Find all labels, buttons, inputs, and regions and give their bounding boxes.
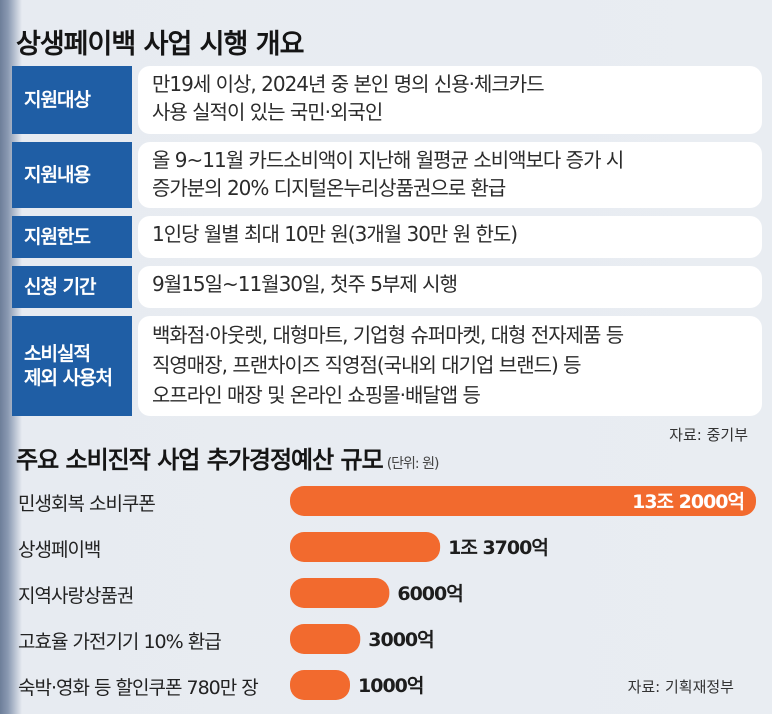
bar-value-label-3: 3000억 <box>368 629 433 651</box>
bar-4 <box>290 670 350 700</box>
row-content-line: 만19세 이상, 2024년 중 본인 명의 신용·체크카드 <box>152 72 545 96</box>
chart-title: 주요 소비진작 사업 추가경정예산 규모 (단위: 원) <box>16 440 440 475</box>
row-content-line: 1인당 월별 최대 10만 원(3개월 30만 원 한도) <box>152 222 518 246</box>
source-top: 자료: 중기부 <box>669 426 748 444</box>
bar-value-label-4: 1000억 <box>358 675 423 697</box>
row-label: 지원대상 <box>12 66 132 134</box>
row-content-line: 증가분의 20% 디지털온누리상품권으로 환급 <box>152 176 506 200</box>
chart-title-text: 주요 소비진작 사업 추가경정예산 규모 <box>16 446 384 474</box>
budget-bar-chart: 13조 2000억 1조 3700억 6000억 3000억 1000억 <box>290 486 756 700</box>
bar-1 <box>290 532 441 562</box>
row-content-line: 올 9~11월 카드소비액이 지난해 월평균 소비액보다 증가 시 <box>152 148 624 172</box>
row-content: 백화점·아웃렛, 대형마트, 기업형 슈퍼마켓, 대형 전자제품 등 직영매장,… <box>138 316 762 416</box>
bar-value-label-2: 6000억 <box>397 583 462 605</box>
overview-row-target: 지원대상 만19세 이상, 2024년 중 본인 명의 신용·체크카드 사용 실… <box>12 66 762 134</box>
row-content-line: 사용 실적이 있는 국민·외국인 <box>152 100 383 124</box>
bar-2 <box>290 578 390 608</box>
page-title: 상생페이백 사업 시행 개요 <box>16 29 304 60</box>
row-content-line: 직영매장, 프랜차이즈 직영점(국내외 대기업 브랜드) 등 <box>152 353 582 377</box>
category-label-4: 숙박·영화 등 할인쿠폰 780만 장 <box>18 677 259 699</box>
row-label: 소비실적 제외 사용처 <box>12 316 132 416</box>
bar-value-label-1: 1조 3700억 <box>448 537 548 559</box>
row-content: 1인당 월별 최대 10만 원(3개월 30만 원 한도) <box>138 216 762 258</box>
overview-row-excluded: 소비실적 제외 사용처 백화점·아웃렛, 대형마트, 기업형 슈퍼마켓, 대형 … <box>12 316 762 416</box>
category-label-3: 고효율 가전기기 10% 환급 <box>18 631 222 653</box>
row-label-line: 제외 사용처 <box>24 367 113 389</box>
row-content-line: 오프라인 매장 및 온라인 쇼핑몰·배달앱 등 <box>152 383 481 407</box>
overview-row-limit: 지원한도 1인당 월별 최대 10만 원(3개월 30만 원 한도) <box>12 216 762 258</box>
row-label: 지원내용 <box>12 142 132 208</box>
bar-3 <box>290 624 361 654</box>
category-label-1: 상생페이백 <box>18 539 101 561</box>
overview-row-content: 지원내용 올 9~11월 카드소비액이 지난해 월평균 소비액보다 증가 시 증… <box>12 142 762 208</box>
chart-unit: (단위: 원) <box>386 456 440 472</box>
category-label-2: 지역사랑상품권 <box>18 585 134 607</box>
source-bottom: 자료: 기획재정부 <box>627 678 734 696</box>
row-content-line: 9월15일~11월30일, 첫주 5부제 시행 <box>152 272 458 296</box>
row-label-line: 소비실적 <box>24 343 91 365</box>
row-label: 지원한도 <box>12 216 132 258</box>
bar-0 <box>290 486 756 516</box>
overview-row-period: 신청 기간 9월15일~11월30일, 첫주 5부제 시행 <box>12 266 762 308</box>
row-content-line: 백화점·아웃렛, 대형마트, 기업형 슈퍼마켓, 대형 전자제품 등 <box>152 323 624 347</box>
row-content: 9월15일~11월30일, 첫주 5부제 시행 <box>138 266 762 308</box>
row-label: 신청 기간 <box>12 266 132 308</box>
row-content: 올 9~11월 카드소비액이 지난해 월평균 소비액보다 증가 시 증가분의 2… <box>138 142 762 208</box>
category-label-0: 민생회복 소비쿠폰 <box>18 493 156 515</box>
bar-value-label-0: 13조 2000억 <box>632 491 744 513</box>
row-content: 만19세 이상, 2024년 중 본인 명의 신용·체크카드 사용 실적이 있는… <box>138 66 762 134</box>
